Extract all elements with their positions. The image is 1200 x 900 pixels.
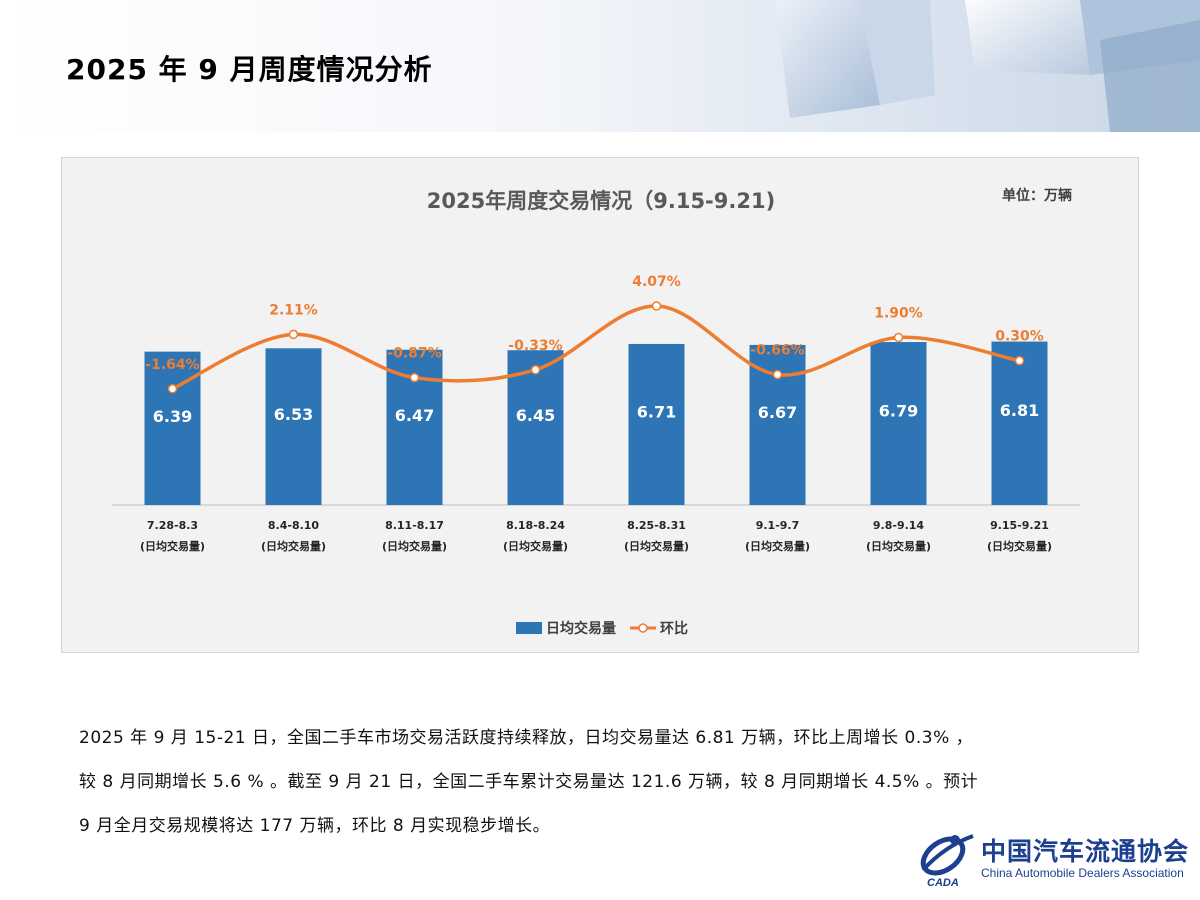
body-line-2: 较 8 月同期增长 5.6 % 。截至 9 月 21 日，全国二手车累计交易量达… (79, 772, 979, 792)
bar (265, 348, 322, 505)
line-point (651, 301, 662, 311)
logo-mark-text: CADA (927, 877, 959, 889)
x-tick-sublabel: (日均交易量) (382, 539, 447, 553)
line-value-label: -0.66% (750, 343, 804, 359)
bar (991, 341, 1048, 505)
unit-label: 单位：万辆 (1002, 187, 1072, 204)
x-tick-label: 8.11-8.17 (385, 519, 444, 532)
line-value-label: 1.90% (874, 305, 923, 321)
legend-label-line: 环比 (660, 620, 688, 637)
logo-name-en: China Automobile Dealers Association (981, 866, 1184, 880)
cada-logo-mark-icon: CADA (920, 834, 974, 889)
line-point (167, 384, 178, 394)
legend-label-bar: 日均交易量 (546, 620, 616, 637)
bar (628, 343, 685, 505)
line-point (893, 332, 904, 343)
x-tick-sublabel: (日均交易量) (140, 539, 205, 553)
line-point (772, 369, 783, 380)
line-value-label: -1.64% (145, 357, 199, 373)
line-point (288, 329, 299, 340)
chart-panel: 2025年周度交易情况（9.15-9.21) 单位：万辆 6.39 7.28-8.3 (… (61, 157, 1139, 653)
bar (144, 351, 201, 505)
x-tick-label: 8.4-8.10 (268, 519, 320, 532)
x-tick-label: 9.8-9.14 (873, 519, 925, 532)
header-banner: 2025 年 9 月周度情况分析 (0, 0, 1200, 132)
x-tick-sublabel: (日均交易量) (745, 539, 810, 553)
bar-value-label: 6.53 (274, 405, 313, 424)
logo-name-cn: 中国汽车流通协会 (981, 837, 1190, 866)
series-line-mom (171, 304, 1020, 391)
bar-value-label: 6.39 (153, 407, 192, 426)
bar-value-label: 6.67 (758, 403, 797, 422)
bar-value-label: 6.47 (395, 406, 434, 425)
x-tick-label: 9.1-9.7 (756, 519, 800, 532)
x-tick-label: 7.28-8.3 (147, 519, 198, 532)
line-value-label: 2.11% (269, 302, 318, 318)
weekly-trade-chart: 2025年周度交易情况（9.15-9.21) 单位：万辆 6.39 7.28-8.3 (… (112, 187, 1080, 637)
line-value-label: 0.30% (995, 329, 1044, 345)
header-decoration-image (775, 0, 1200, 132)
x-tick-label: 9.15-9.21 (990, 519, 1049, 532)
legend-swatch-bar (516, 622, 542, 634)
bar-value-label: 6.45 (516, 406, 555, 425)
line-point (530, 365, 541, 375)
line-value-label: -0.33% (508, 338, 562, 354)
line-value-label: 4.07% (632, 274, 681, 290)
bar-value-label: 6.81 (1000, 401, 1039, 420)
bar (870, 342, 927, 505)
body-line-3: 9 月全月交易规模将达 177 万辆，环比 8 月实现稳步增长。 (79, 816, 551, 836)
line-point (1014, 355, 1025, 366)
legend-swatch-point (638, 623, 648, 633)
body-text: 2025 年 9 月 15-21 日，全国二手车市场交易活跃度持续释放，日均交易… (79, 716, 1119, 848)
line-point (409, 372, 420, 383)
x-tick-label: 8.25-8.31 (627, 519, 686, 532)
line-value-label: -0.87% (387, 346, 441, 362)
body-line-1: 2025 年 9 月 15-21 日，全国二手车市场交易活跃度持续释放，日均交易… (79, 728, 974, 748)
chart-title: 2025年周度交易情况（9.15-9.21) (427, 189, 775, 213)
bar-value-label: 6.71 (637, 403, 676, 422)
x-tick-sublabel: (日均交易量) (261, 539, 326, 553)
x-tick-sublabel: (日均交易量) (866, 539, 931, 553)
bar-value-label: 6.79 (879, 401, 918, 420)
x-tick-sublabel: (日均交易量) (987, 539, 1052, 553)
x-tick-sublabel: (日均交易量) (503, 539, 568, 553)
cada-logo: CADA 中国汽车流通协会 China Automobile Dealers A… (915, 826, 1195, 890)
x-tick-sublabel: (日均交易量) (624, 539, 689, 553)
x-tick-label: 8.18-8.24 (506, 519, 565, 532)
page-title: 2025 年 9 月周度情况分析 (66, 53, 433, 86)
